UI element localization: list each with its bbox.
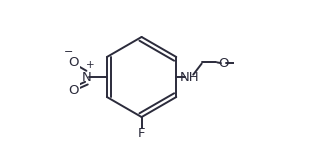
Text: +: + [86, 61, 95, 70]
Text: O: O [68, 84, 78, 97]
Text: O: O [218, 57, 229, 70]
Text: −: − [64, 47, 73, 57]
Text: N: N [82, 71, 91, 83]
Text: O: O [68, 56, 78, 69]
Text: NH: NH [180, 71, 199, 83]
Text: F: F [138, 128, 145, 140]
